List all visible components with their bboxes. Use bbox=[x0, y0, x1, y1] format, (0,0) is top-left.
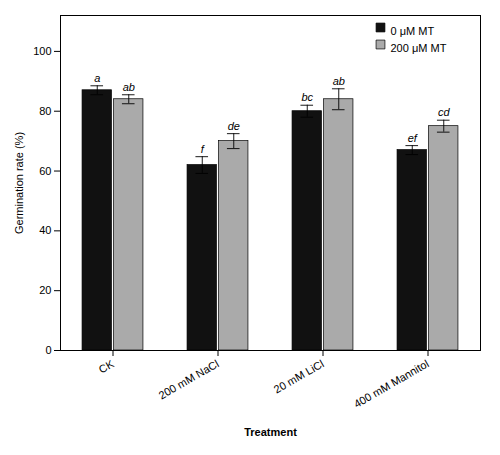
svg-text:200 μM MT: 200 μM MT bbox=[391, 42, 447, 54]
svg-text:100: 100 bbox=[33, 45, 51, 57]
svg-text:ef: ef bbox=[408, 132, 418, 144]
svg-text:de: de bbox=[228, 120, 240, 132]
svg-text:400 mM Mannitol: 400 mM Mannitol bbox=[352, 357, 431, 410]
svg-text:Germination rate (%): Germination rate (%) bbox=[13, 132, 25, 234]
svg-text:a: a bbox=[94, 72, 100, 84]
svg-text:CK: CK bbox=[97, 357, 117, 375]
svg-text:ab: ab bbox=[123, 81, 135, 93]
svg-text:20: 20 bbox=[39, 284, 51, 296]
svg-text:Treatment: Treatment bbox=[244, 426, 297, 438]
svg-text:200 mM NaCl: 200 mM NaCl bbox=[157, 357, 221, 401]
svg-text:40: 40 bbox=[39, 224, 51, 236]
svg-text:ab: ab bbox=[333, 75, 345, 87]
svg-text:f: f bbox=[201, 143, 205, 155]
svg-text:0 μM MT: 0 μM MT bbox=[391, 25, 435, 37]
svg-text:20 mM LiCl: 20 mM LiCl bbox=[272, 357, 326, 395]
svg-text:bc: bc bbox=[301, 91, 313, 103]
svg-text:cd: cd bbox=[438, 106, 451, 118]
svg-text:60: 60 bbox=[39, 165, 51, 177]
svg-text:0: 0 bbox=[45, 344, 51, 356]
svg-text:80: 80 bbox=[39, 105, 51, 117]
